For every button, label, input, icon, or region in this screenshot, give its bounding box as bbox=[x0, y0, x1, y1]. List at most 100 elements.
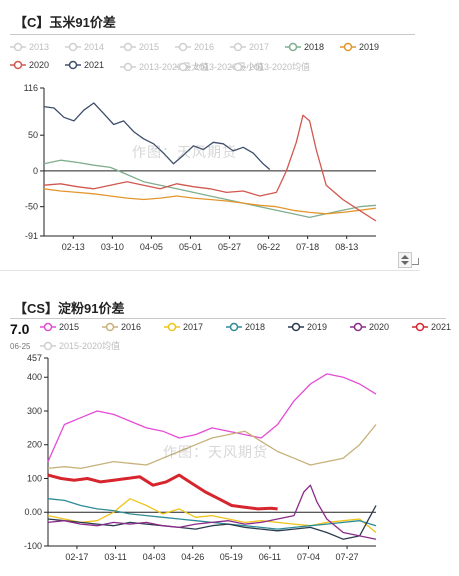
legend-line-circle-icon bbox=[350, 322, 366, 332]
legend-line-circle-icon bbox=[164, 322, 180, 332]
legend-label: 2013-2020最大值 bbox=[139, 62, 210, 72]
corn-legend-item-2021[interactable]: 2021 bbox=[65, 60, 104, 70]
legend-label: 2017 bbox=[183, 322, 204, 332]
corn-legend-item-2015[interactable]: 2015 bbox=[120, 42, 159, 52]
legend-line-circle-icon bbox=[10, 42, 26, 52]
corn-series-2021 bbox=[43, 102, 271, 170]
legend-line-circle-icon bbox=[65, 42, 81, 52]
corn-x-tick-label: 06-22 bbox=[257, 242, 280, 252]
starch-y-tick-label: 457 bbox=[27, 353, 42, 363]
corn-title-rule bbox=[10, 34, 415, 35]
current-date: 06-25 bbox=[10, 342, 31, 351]
starch-legend-item-2017[interactable]: 2017 bbox=[164, 322, 203, 332]
corn-series-2019 bbox=[43, 188, 377, 215]
corn-y-tick-label: 116 bbox=[24, 83, 38, 93]
corn-series-2018 bbox=[43, 159, 377, 219]
legend-label: 2015 bbox=[139, 42, 160, 52]
corn-y-tick-label: -91 bbox=[25, 231, 38, 241]
corn-spread-panel: 【C】玉米91价差 2013 2014 2015 2016 2017 2018 2019 20… bbox=[0, 0, 420, 271]
legend-label: 2014 bbox=[84, 42, 105, 52]
legend-label: 2018 bbox=[304, 42, 325, 52]
corn-legend-item-2013[interactable]: 2013 bbox=[10, 42, 49, 52]
starch-legend: 2015 2016 2017 2018 2019 2020 2021 2015-2020均值 bbox=[0, 322, 459, 352]
legend-label: 2015-2020均值 bbox=[59, 341, 121, 351]
corn-x-tick-label: 05-27 bbox=[218, 242, 241, 252]
legend-label: 2016 bbox=[194, 42, 215, 52]
legend-label: 2013 bbox=[29, 42, 50, 52]
legend-line-circle-icon bbox=[120, 42, 136, 52]
corn-legend-item-2014[interactable]: 2014 bbox=[65, 42, 104, 52]
starch-x-tick-label: 02-17 bbox=[65, 552, 88, 562]
legend-label: 2019 bbox=[307, 322, 328, 332]
starch-x-tick-label: 04-26 bbox=[181, 552, 204, 562]
legend-label: 2020 bbox=[369, 322, 390, 332]
corn-spread-chart: 116 50 0 -50 -91 02-13 03-10 04-05 05-01 05-27 06-… bbox=[24, 83, 377, 252]
starch-x-tick-label: 03-11 bbox=[104, 552, 126, 562]
corn-y-tick-label: -50 bbox=[25, 202, 38, 212]
corn-x-tick-label: 05-01 bbox=[179, 242, 202, 252]
starch-legend-item-2020[interactable]: 2020 bbox=[350, 322, 389, 332]
starch-series-2020 bbox=[47, 484, 377, 540]
corn-legend-item-2017[interactable]: 2017 bbox=[230, 42, 269, 52]
starch-legend-item-2021[interactable]: 2021 bbox=[412, 322, 451, 332]
starch-legend-item-2019[interactable]: 2019 bbox=[288, 322, 327, 332]
starch-x-tick-label: 07-04 bbox=[297, 552, 320, 562]
legend-line-circle-icon bbox=[175, 42, 191, 52]
starch-legend-item-2016[interactable]: 2016 bbox=[102, 322, 141, 332]
starch-legend-item-2015-2020均值[interactable]: 2015-2020均值 bbox=[40, 339, 120, 352]
scroll-down-icon[interactable] bbox=[401, 261, 409, 265]
legend-label: 2019 bbox=[359, 42, 380, 52]
legend-label: 2021 bbox=[84, 60, 105, 70]
legend-line-circle-icon bbox=[230, 62, 246, 71]
corn-legend-item-2016[interactable]: 2016 bbox=[175, 42, 214, 52]
legend-line-circle-icon bbox=[288, 322, 304, 332]
legend-scroll-spinner[interactable] bbox=[398, 252, 412, 268]
legend-label: 2018 bbox=[245, 322, 266, 332]
starch-legend-item-2018[interactable]: 2018 bbox=[226, 322, 265, 332]
resize-grip-icon[interactable] bbox=[412, 258, 419, 265]
corn-y-tick-label: 50 bbox=[28, 130, 38, 140]
legend-label: 2013-2020最小值 bbox=[194, 62, 265, 72]
legend-line-circle-icon bbox=[412, 322, 428, 332]
corn-y-tick-label: 0 bbox=[33, 166, 38, 176]
starch-y-tick-label: 400 bbox=[27, 372, 42, 382]
scroll-up-icon[interactable] bbox=[401, 255, 409, 259]
corn-legend-item-2020[interactable]: 2020 bbox=[10, 60, 49, 70]
starch-spread-title: 【CS】淀粉91价差 bbox=[14, 301, 125, 316]
starch-series-2021 bbox=[47, 473, 278, 511]
corn-legend-item-2013-2020最小值[interactable]: 2013-2020最小值 bbox=[175, 60, 264, 73]
corn-legend-item-2013-2020均值[interactable]: 2013-2020均值 bbox=[230, 60, 310, 73]
legend-line-circle-icon bbox=[230, 42, 246, 52]
legend-label: 2013-2020均值 bbox=[249, 62, 311, 72]
corn-x-tick-label: 03-10 bbox=[101, 242, 124, 252]
legend-line-circle-icon bbox=[10, 60, 26, 70]
current-value: 7.0 bbox=[10, 321, 30, 337]
starch-spread-panel: 【CS】淀粉91价差 2015 2016 2017 2018 2019 2020 2021 2… bbox=[0, 288, 459, 576]
corn-watermark: 作图：天风期货 bbox=[132, 144, 237, 160]
corn-x-tick-label: 02-13 bbox=[62, 242, 85, 252]
corn-legend-item-2013-2020最大值[interactable]: 2013-2020最大值 bbox=[120, 60, 209, 73]
corn-x-tick-label: 07-18 bbox=[296, 242, 319, 252]
starch-y-tick-label: 0.00 bbox=[24, 507, 42, 517]
corn-legend: 2013 2014 2015 2016 2017 2018 2019 2020 2021 2013… bbox=[0, 38, 420, 86]
legend-label: 2016 bbox=[121, 322, 142, 332]
starch-legend-item-2015[interactable]: 2015 bbox=[40, 322, 79, 332]
legend-label: 2021 bbox=[431, 322, 452, 332]
corn-x-tick-label: 08-13 bbox=[335, 242, 358, 252]
starch-series-2017 bbox=[47, 498, 377, 534]
corn-spread-title: 【C】玉米91价差 bbox=[14, 15, 116, 30]
starch-y-tick-label: 300 bbox=[27, 406, 42, 416]
starch-title-rule bbox=[10, 318, 446, 319]
starch-y-tick-label: 200 bbox=[27, 440, 42, 450]
starch-x-tick-label: 07-27 bbox=[336, 552, 359, 562]
starch-series-2015 bbox=[47, 373, 377, 462]
corn-legend-item-2019[interactable]: 2019 bbox=[340, 42, 379, 52]
legend-line-circle-icon bbox=[40, 322, 56, 332]
corn-legend-item-2018[interactable]: 2018 bbox=[285, 42, 324, 52]
starch-x-tick-label: 06-11 bbox=[259, 552, 281, 562]
legend-line-circle-icon bbox=[65, 60, 81, 70]
starch-spread-chart: 457 400 300 200 100 0.00 -100 02-17 03-11 04-03 04… bbox=[24, 353, 377, 562]
legend-label: 2020 bbox=[29, 60, 50, 70]
starch-x-tick-label: 05-19 bbox=[220, 552, 243, 562]
starch-y-tick-label: -100 bbox=[24, 541, 42, 551]
